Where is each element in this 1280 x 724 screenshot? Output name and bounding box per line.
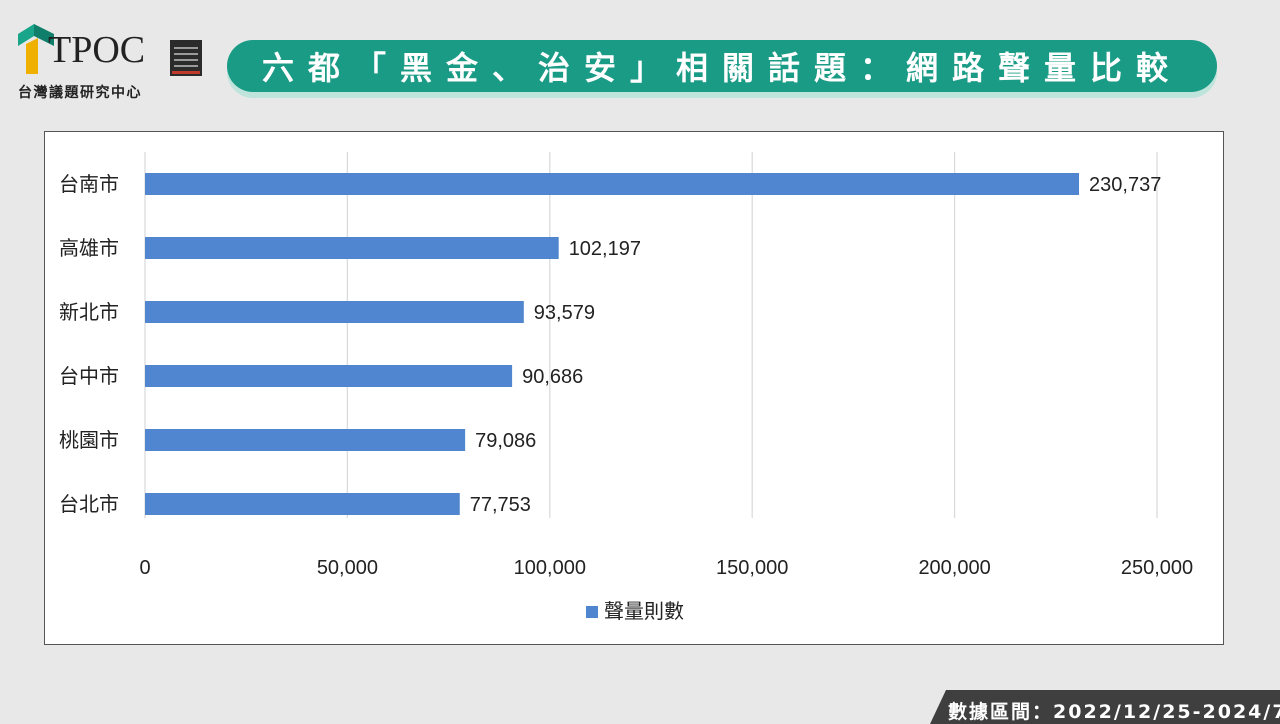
data-label: 230,737: [1089, 174, 1161, 196]
category-label: 高雄市: [59, 237, 119, 260]
tpoc-logo: TPOC 台灣議題研究中心: [16, 18, 202, 104]
legend-swatch: [586, 606, 598, 618]
category-label: 台中市: [59, 365, 119, 388]
legend-label: 聲量則數: [604, 600, 684, 623]
x-tick-label: 50,000: [317, 557, 378, 579]
data-label: 90,686: [522, 366, 583, 388]
tpoc-logo-mark-icon: [18, 24, 54, 74]
category-label: 台南市: [59, 173, 119, 196]
footer-band: [930, 690, 1280, 724]
date-range-label: 數據區間：2022/12/25-2024/7/9: [948, 701, 1280, 723]
bar: [145, 237, 559, 259]
data-label: 77,753: [470, 494, 531, 516]
x-tick-label: 200,000: [918, 557, 990, 579]
x-tick-label: 0: [139, 557, 150, 579]
category-label: 台北市: [59, 493, 119, 516]
bar: [145, 429, 466, 451]
x-tick-label: 100,000: [514, 557, 586, 579]
category-label: 新北市: [59, 301, 119, 324]
x-tick-label: 250,000: [1121, 557, 1193, 579]
logo-letters: TPOC: [48, 29, 146, 71]
category-label: 桃園市: [59, 429, 119, 452]
title-banner: 六都「黑金、治安」相關話題：網路聲量比較: [227, 40, 1217, 92]
bar-chart: 0 50,000 100,000 150,000 200,000 250,000 台南市 23…: [59, 152, 1193, 623]
page-title: 六都「黑金、治安」相關話題：網路聲量比較: [261, 49, 1182, 87]
logo-subtitle: 台灣議題研究中心: [18, 85, 142, 101]
bar: [145, 173, 1080, 195]
chart-panel: 0 50,000 100,000 150,000 200,000 250,000 台南市 23…: [44, 131, 1224, 645]
bar: [145, 493, 460, 515]
x-tick-label: 150,000: [716, 557, 788, 579]
data-label: 79,086: [475, 430, 536, 452]
bar: [145, 301, 524, 323]
logo-badge-icon: [170, 40, 202, 76]
bar: [145, 365, 513, 387]
data-label: 93,579: [534, 302, 595, 324]
data-label: 102,197: [569, 238, 641, 260]
